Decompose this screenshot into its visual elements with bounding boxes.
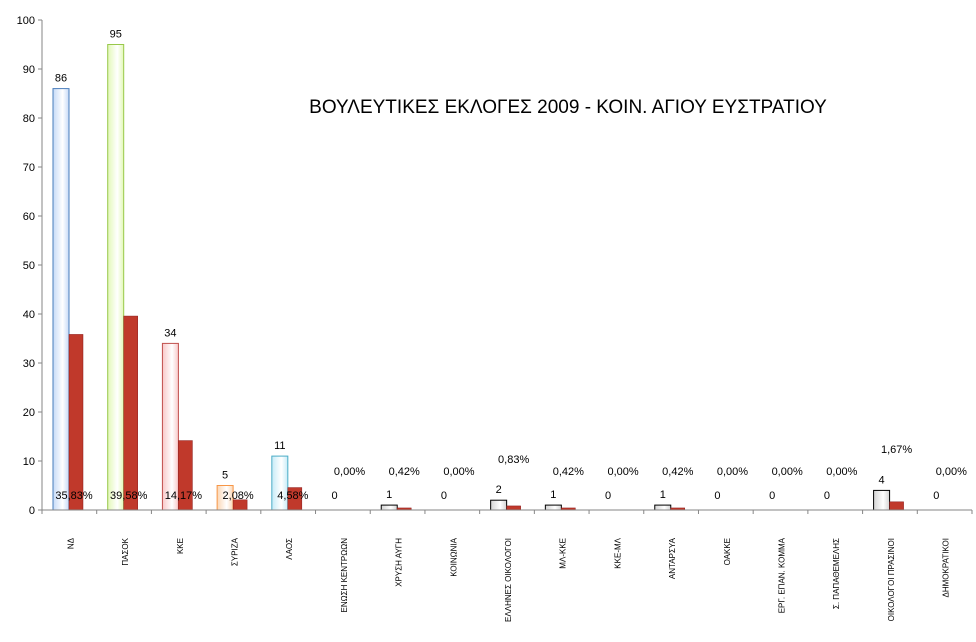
data-label-percent: 0,00% — [443, 466, 474, 478]
data-label-votes: 0 — [933, 490, 939, 502]
x-category-label: ΛΑΟΣ — [285, 538, 294, 560]
bar-percent — [506, 505, 521, 511]
data-label-votes: 5 — [222, 470, 228, 482]
data-label-votes: 2 — [496, 484, 502, 496]
x-category-label: ΣΥΡΙΖΑ — [230, 537, 239, 566]
data-label-percent: 35,83% — [55, 490, 93, 502]
x-category-label: ΟΙΚΟΛΟΓΟΙ ΠΡΑΣΙΝΟΙ — [887, 538, 896, 621]
bar-votes — [52, 88, 70, 511]
data-label-percent: 0,00% — [936, 466, 967, 478]
data-label-percent: 0,42% — [662, 466, 693, 478]
data-label-votes: 0 — [441, 490, 447, 502]
chart-title: ΒΟΥΛΕΥΤΙΚΕΣ ΕΚΛΟΓΕΣ 2009 - ΚΟΙΝ. ΑΓΙΟΥ Ε… — [309, 97, 827, 118]
bar-percent — [68, 334, 84, 511]
x-category-label: ΚΚΕ — [176, 538, 185, 554]
data-label-votes: 1 — [660, 489, 666, 501]
data-label-percent: 0,00% — [826, 466, 857, 478]
axes-layer — [41, 20, 973, 514]
data-label-percent: 0,00% — [717, 466, 748, 478]
data-label-votes: 0 — [824, 490, 830, 502]
y-tick-label: 80 — [23, 113, 35, 125]
data-label-votes: 1 — [386, 489, 392, 501]
data-label-percent: 0,00% — [772, 466, 803, 478]
bar-votes — [380, 504, 398, 511]
x-category-label: ΜΛ-ΚΚΕ — [559, 538, 568, 569]
data-label-votes: 0 — [769, 490, 775, 502]
data-label-percent: 0,00% — [607, 466, 638, 478]
data-label-percent: 0,00% — [334, 466, 365, 478]
bar-votes — [490, 499, 508, 511]
bar-votes — [161, 342, 179, 511]
data-label-percent: 1,67% — [881, 444, 912, 456]
y-tick-label: 10 — [23, 456, 35, 468]
x-category-label: ΕΡΓ. ΕΠΑΝ. ΚΟΜΜΑ — [778, 537, 787, 613]
y-tick-label: 90 — [23, 64, 35, 76]
x-category-label: ΑΝΤΑΡΣΥΑ — [668, 537, 677, 579]
x-axis-category-labels: ΝΔ ΠΑΣΟΚ ΚΚΕ ΣΥΡΙΖΑ ΛΑΟΣ ΕΝΩΣΗ ΚΕΝΤΡΩΩΝ ΧΡΥΣΗ … — [66, 537, 950, 622]
data-label-votes: 34 — [164, 327, 176, 339]
x-category-label: ΔΗΜΟΚΡΑΤΙΚΟΙ — [942, 538, 951, 597]
data-label-percent: 39,58% — [110, 490, 148, 502]
data-label-percent: 0,42% — [553, 466, 584, 478]
y-tick-label: 60 — [23, 211, 35, 223]
y-axis-ticks: 0 10 20 30 40 50 60 70 80 90 100 — [17, 15, 42, 517]
x-category-label: ΠΑΣΟΚ — [121, 537, 130, 565]
data-label-votes: 95 — [110, 29, 122, 41]
data-label-votes: 0 — [605, 490, 611, 502]
x-category-label: ΕΛΛΗΝΕΣ ΟΙΚΟΛΟΓΟΙ — [504, 538, 513, 622]
data-label-votes: 1 — [550, 489, 556, 501]
data-label-percent: 14,17% — [165, 490, 203, 502]
bar-votes — [654, 504, 672, 511]
x-category-label: ΟΑΚΚΕ — [723, 538, 732, 565]
bar-votes — [873, 489, 891, 511]
x-category-label: ΚΚΕ-ΜΛ — [613, 537, 622, 568]
data-label-percent: 0,83% — [498, 454, 529, 466]
x-category-label: Σ. ΠΑΠΑΘΕΜΕΛΗΣ — [832, 538, 841, 609]
x-category-label: ΧΡΥΣΗ ΑΥΓΗ — [395, 538, 404, 587]
y-tick-label: 50 — [23, 260, 35, 272]
data-label-percent: 2,08% — [223, 490, 254, 502]
data-label-votes: 11 — [274, 440, 285, 452]
x-category-label: ΚΟΙΝΩΝΙΑ — [449, 537, 458, 576]
data-label-votes: 86 — [55, 73, 67, 85]
data-label-percent: 4,58% — [277, 490, 308, 502]
y-tick-label: 0 — [29, 505, 35, 517]
data-label-votes: 0 — [331, 490, 337, 502]
x-category-label: ΕΝΩΣΗ ΚΕΝΤΡΩΩΝ — [340, 538, 349, 613]
y-tick-label: 70 — [23, 162, 35, 174]
bar-percent — [123, 315, 138, 511]
data-label-votes: 4 — [879, 474, 885, 486]
x-category-label: ΝΔ — [66, 537, 75, 549]
bar-percent — [889, 501, 904, 511]
bar-votes — [107, 44, 125, 511]
y-tick-label: 40 — [23, 309, 35, 321]
bar-votes — [544, 504, 562, 511]
data-label-percent: 0,42% — [389, 466, 420, 478]
y-tick-label: 100 — [17, 15, 35, 27]
y-tick-label: 20 — [23, 407, 35, 419]
y-tick-label: 30 — [23, 358, 35, 370]
data-label-votes: 0 — [714, 490, 720, 502]
